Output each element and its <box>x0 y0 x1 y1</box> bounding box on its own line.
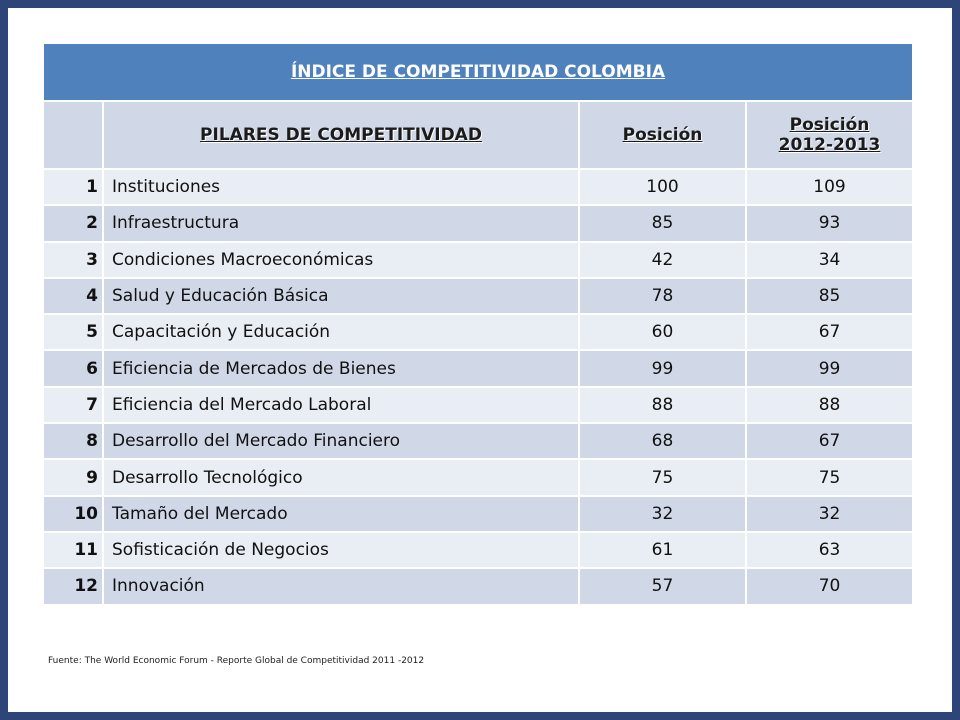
table-cell: Instituciones <box>102 167 580 207</box>
table-cell: 3 <box>42 240 104 279</box>
source-note: Fuente: The World Economic Forum - Repor… <box>48 656 425 666</box>
table-cell: 12 <box>42 567 104 606</box>
table-cell: 99 <box>578 349 747 388</box>
table-cell: 5 <box>42 313 104 352</box>
table-cell: 11 <box>42 530 104 570</box>
table-cell: 57 <box>578 567 747 606</box>
table-cell: 8 <box>42 422 104 461</box>
table-cell: 9 <box>42 458 104 497</box>
table-row: 6 Eficiencia de Mercados de Bienes 99 99 <box>42 349 915 388</box>
table-cell: 109 <box>744 167 915 207</box>
table-body: ÍNDICE DE COMPETITIVIDAD COLOMBIA PILARE… <box>41 42 915 606</box>
table-cell: 10 <box>42 494 104 533</box>
table-cell: 6 <box>42 349 104 388</box>
table-cell: Innovación <box>102 567 580 606</box>
table-row: 10 Tamaño del Mercado 32 32 <box>42 494 915 533</box>
header-cell: Posición <box>578 100 747 170</box>
table-cell: Eficiencia del Mercado Laboral <box>102 385 580 425</box>
table-cell: Salud y Educación Básica <box>102 276 580 316</box>
table-cell: Desarrollo del Mercado Financiero <box>102 422 580 461</box>
header-line: 2012-2013 <box>778 135 881 155</box>
header-line: Posición <box>789 115 870 135</box>
table-cell: Tamaño del Mercado <box>102 494 580 533</box>
header-cell: PILARES DE COMPETITIVIDAD <box>102 100 580 170</box>
table-cell: Sofisticación de Negocios <box>102 530 580 570</box>
table-cell: 75 <box>744 458 915 497</box>
table-cell: 42 <box>578 240 747 279</box>
table-cell: Capacitación y Educación <box>102 313 580 352</box>
table-cell: 67 <box>744 313 915 352</box>
table: ÍNDICE DE COMPETITIVIDAD COLOMBIA PILARE… <box>41 42 915 606</box>
table-row: 7 Eficiencia del Mercado Laboral 88 88 <box>42 385 915 425</box>
table-cell: 85 <box>744 276 915 316</box>
table-row: 2 Infraestructura 85 93 <box>42 204 915 243</box>
table-title: ÍNDICE DE COMPETITIVIDAD COLOMBIA <box>41 42 915 102</box>
table-cell: 75 <box>578 458 747 497</box>
table-cell: 85 <box>578 204 747 243</box>
table-cell: 4 <box>42 276 104 316</box>
table-cell: 63 <box>744 530 915 570</box>
table-cell: 78 <box>578 276 747 316</box>
table-cell: Condiciones Macroeconómicas <box>102 240 580 279</box>
table-cell: 32 <box>578 494 747 533</box>
table-row: 11 Sofisticación de Negocios 61 63 <box>42 530 915 570</box>
table-cell: 7 <box>42 385 104 425</box>
table-cell: Infraestructura <box>102 204 580 243</box>
table-row: 5 Capacitación y Educación 60 67 <box>42 313 915 352</box>
title-row: ÍNDICE DE COMPETITIVIDAD COLOMBIA <box>41 42 915 102</box>
table-cell: Desarrollo Tecnológico <box>102 458 580 497</box>
table-cell: 61 <box>578 530 747 570</box>
table-cell: 99 <box>744 349 915 388</box>
table-cell: 93 <box>744 204 915 243</box>
table-cell: 88 <box>578 385 747 425</box>
table-cell: 1 <box>42 167 104 207</box>
table-cell: 67 <box>744 422 915 461</box>
table-cell: 34 <box>744 240 915 279</box>
table-row: 3 Condiciones Macroeconómicas 42 34 <box>42 240 915 279</box>
header-row: PILARES DE COMPETITIVIDAD Posición Posic… <box>42 100 915 170</box>
table-cell: 70 <box>744 567 915 606</box>
table-cell: 88 <box>744 385 915 425</box>
table-cell: 60 <box>578 313 747 352</box>
table-cell: 2 <box>42 204 104 243</box>
table-row: 12 Innovación 57 70 <box>42 567 915 606</box>
table-row: 9 Desarrollo Tecnológico 75 75 <box>42 458 915 497</box>
table-cell: 100 <box>578 167 747 207</box>
table-row: 8 Desarrollo del Mercado Financiero 68 67 <box>42 422 915 461</box>
table-cell: 68 <box>578 422 747 461</box>
table-cell: 32 <box>744 494 915 533</box>
table-cell: Eficiencia de Mercados de Bienes <box>102 349 580 388</box>
header-cell <box>42 100 104 170</box>
header-cell: Posición 2012-2013 <box>744 100 915 170</box>
table-row: 1 Instituciones 100 109 <box>42 167 915 207</box>
table-row: 4 Salud y Educación Básica 78 85 <box>42 276 915 316</box>
